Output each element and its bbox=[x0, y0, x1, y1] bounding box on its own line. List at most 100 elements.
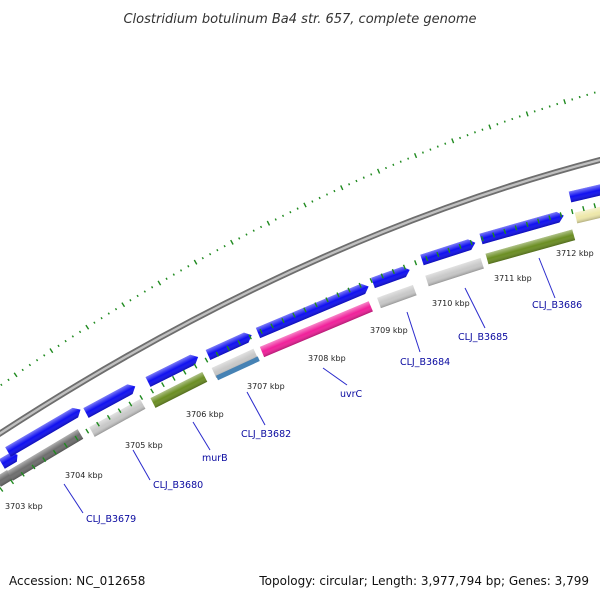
category-segment[interactable] bbox=[259, 301, 373, 358]
scale-tick bbox=[402, 264, 407, 270]
scale-tick bbox=[106, 414, 111, 420]
scale-tick bbox=[208, 252, 212, 256]
scale-tick bbox=[444, 142, 447, 145]
scale-tick bbox=[333, 189, 336, 193]
scale-tick bbox=[518, 115, 521, 118]
forward-strand-track bbox=[0, 181, 600, 469]
forward-gene-arrow[interactable] bbox=[145, 352, 201, 387]
scale-tick bbox=[548, 215, 552, 221]
scale-tick bbox=[511, 117, 514, 121]
scale-tick bbox=[20, 471, 25, 477]
scale-tick bbox=[358, 282, 362, 288]
category-track bbox=[0, 203, 600, 487]
scale-tick bbox=[10, 479, 15, 485]
category-segment[interactable] bbox=[574, 203, 600, 224]
scale-tick bbox=[459, 136, 462, 140]
gene-labels: CLJ_B3679 CLJ_B3680 murB CLJ_B3682 uvrC … bbox=[86, 300, 582, 525]
scale-tick bbox=[42, 457, 47, 463]
scale-label: 3712 kbp bbox=[556, 249, 594, 258]
category-segment[interactable] bbox=[425, 258, 484, 287]
scale-tick bbox=[193, 259, 198, 265]
scale-tick bbox=[525, 111, 529, 117]
scale-tick bbox=[64, 339, 67, 343]
scale-tick bbox=[281, 317, 285, 324]
forward-gene-arrow[interactable] bbox=[5, 405, 83, 457]
scale-tick bbox=[429, 148, 432, 151]
scale-tick bbox=[187, 265, 190, 268]
scale-tick bbox=[336, 292, 340, 298]
scale-tick bbox=[503, 228, 507, 235]
gene-label[interactable]: CLJ_B3682 bbox=[241, 429, 291, 440]
category-segment[interactable] bbox=[377, 284, 417, 309]
scale-tick bbox=[355, 179, 358, 183]
forward-gene-arrow[interactable] bbox=[568, 181, 600, 203]
scale-tick bbox=[425, 255, 429, 262]
scale-tick bbox=[259, 328, 263, 334]
scale-tick bbox=[525, 221, 529, 227]
scale-tick bbox=[71, 335, 74, 338]
scale-tick bbox=[139, 395, 144, 400]
scale-dot-ring bbox=[0, 91, 596, 386]
scale-tick bbox=[248, 334, 252, 340]
scale-tick bbox=[165, 277, 168, 281]
scale-tick bbox=[380, 273, 384, 279]
category-segment[interactable] bbox=[215, 356, 260, 381]
category-segment[interactable] bbox=[485, 229, 576, 265]
scale-tick bbox=[230, 239, 234, 245]
category-segment[interactable] bbox=[150, 371, 208, 408]
gene-label[interactable]: uvrC bbox=[340, 389, 363, 400]
forward-gene-arrow[interactable] bbox=[420, 238, 477, 266]
gene-label[interactable]: CLJ_B3680 bbox=[153, 480, 203, 491]
scale-tick bbox=[362, 176, 365, 179]
scale-tick bbox=[215, 351, 220, 357]
forward-gene-arrow[interactable] bbox=[0, 450, 20, 469]
scale-tick bbox=[245, 233, 248, 236]
scale-tick bbox=[172, 273, 175, 276]
scale-tick bbox=[347, 287, 351, 293]
scale-tick bbox=[376, 168, 381, 174]
category-segment[interactable] bbox=[0, 470, 13, 487]
forward-gene-arrow[interactable] bbox=[371, 265, 411, 289]
scale-tick bbox=[143, 290, 146, 293]
category-segment[interactable] bbox=[7, 429, 84, 481]
scale-tick bbox=[348, 183, 351, 186]
scale-tick bbox=[204, 357, 209, 363]
scale-tick bbox=[78, 330, 82, 334]
scale-tick bbox=[451, 138, 455, 144]
gene-label[interactable]: CLJ_B3685 bbox=[458, 332, 508, 343]
scale-tick bbox=[150, 286, 154, 289]
forward-gene-arrow[interactable] bbox=[479, 210, 566, 245]
scale-tick bbox=[182, 369, 187, 375]
scale-tick bbox=[121, 302, 126, 308]
gene-label[interactable]: CLJ_B3684 bbox=[400, 357, 450, 368]
scale-tick bbox=[226, 345, 231, 351]
scale-tick bbox=[533, 110, 536, 113]
scale-tick bbox=[492, 232, 496, 238]
scale-tick bbox=[488, 124, 492, 130]
forward-gene-arrow[interactable] bbox=[83, 382, 137, 418]
scale-tick bbox=[370, 173, 373, 176]
category-segment[interactable] bbox=[211, 348, 259, 378]
category-segment[interactable] bbox=[89, 399, 146, 437]
scale-tick bbox=[311, 200, 314, 203]
gene-label[interactable]: murB bbox=[202, 453, 228, 464]
scale-tick bbox=[392, 163, 395, 166]
scale-tick bbox=[571, 98, 574, 101]
scale-tick bbox=[421, 151, 424, 154]
forward-gene-arrow[interactable] bbox=[255, 281, 371, 339]
scale-labels: 3703 kbp 3704 kbp 3705 kbp 3706 kbp 3707… bbox=[5, 249, 594, 511]
scale-tick bbox=[541, 107, 544, 111]
scale-tick bbox=[593, 203, 597, 209]
scale-label: 3703 kbp bbox=[5, 502, 43, 511]
scale-tick bbox=[117, 408, 122, 414]
scale-tick bbox=[270, 323, 274, 329]
scale-tick bbox=[93, 321, 96, 324]
gene-label[interactable]: CLJ_B3686 bbox=[532, 300, 582, 311]
scale-tick bbox=[201, 256, 204, 260]
scale-tick bbox=[407, 157, 410, 160]
gene-label[interactable]: CLJ_B3679 bbox=[86, 514, 136, 525]
scale-tick bbox=[274, 218, 277, 221]
scale-tick bbox=[325, 297, 329, 303]
scale-tick bbox=[586, 93, 589, 97]
